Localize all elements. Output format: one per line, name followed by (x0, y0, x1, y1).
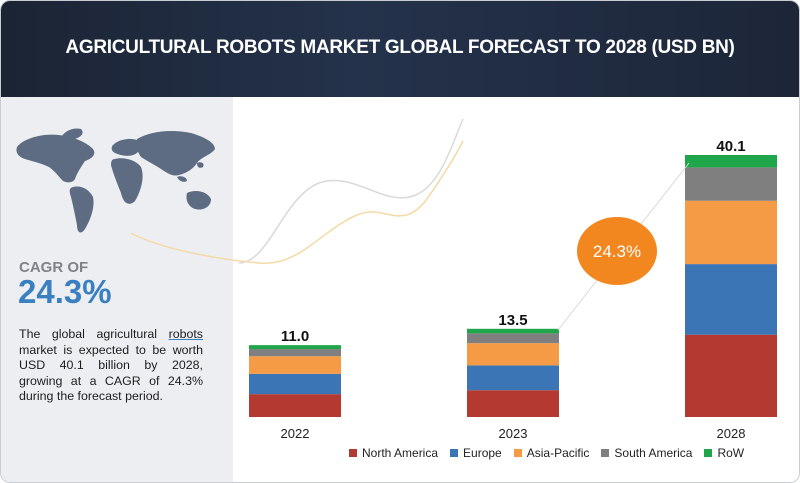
world-map-icon (16, 128, 215, 233)
bar-segment-north-america-2028 (685, 334, 777, 417)
description-part1: The global agricultural (19, 327, 169, 341)
legend-item-asia-pacific: Asia-Pacific (513, 446, 590, 460)
bar-segment-south-america-2022 (249, 349, 341, 357)
cagr-bubble (577, 217, 657, 285)
legend-item-north-america: North America (349, 446, 438, 460)
description-part2: market is expected to be worth USD 40.1 … (19, 342, 203, 404)
bar-segment-north-america-2023 (467, 390, 559, 417)
description-text: The global agricultural robots market is… (19, 327, 203, 405)
bar-segment-europe-2022 (249, 373, 341, 395)
total-label-2028: 40.1 (716, 138, 745, 155)
legend-swatch (601, 449, 610, 457)
decorative-gray-curve (238, 118, 464, 264)
bar-segment-row-2028 (685, 155, 777, 168)
legend-label: Asia-Pacific (526, 446, 590, 460)
legend-label: Europe (463, 446, 502, 460)
bar-segment-asia-pacific-2028 (685, 200, 777, 265)
cagr-bubble-label: 24.3% (593, 242, 641, 261)
legend-item-row: RoW (704, 446, 744, 460)
legend-label: South America (614, 446, 693, 460)
chart-title: AGRICULTURAL ROBOTS MARKET GLOBAL FORECA… (65, 37, 735, 58)
info-panel: CAGR OF 24.3% The global agricultural ro… (1, 97, 233, 482)
legend: North America Europe Asia-Pacific South … (349, 445, 744, 461)
legend-label: RoW (717, 446, 745, 460)
legend-swatch (349, 449, 357, 457)
decorative-orange-curve (130, 140, 464, 264)
bars-group: 11.0 13.5 40.1 (249, 138, 777, 417)
bar-segment-row-2022 (249, 345, 341, 350)
bar-segment-europe-2028 (685, 264, 777, 335)
legend-label: North America (362, 446, 439, 460)
cagr-label: CAGR OF (19, 259, 89, 276)
bar-segment-asia-pacific-2023 (467, 343, 559, 366)
legend-item-south-america: South America (601, 446, 692, 460)
x-tick-label-2028: 2028 (717, 426, 746, 441)
bar-segment-row-2023 (467, 328, 559, 334)
description-link: robots (168, 327, 203, 341)
x-tick-label-2023: 2023 (499, 426, 528, 441)
cagr-value: 24.3% (18, 273, 112, 310)
legend-item-europe: Europe (450, 446, 502, 460)
x-axis-labels: 2022 2023 2028 (281, 426, 746, 441)
bar-segment-south-america-2028 (685, 167, 777, 201)
bar-segment-north-america-2022 (249, 394, 341, 417)
total-label-2022: 11.0 (281, 328, 309, 345)
total-label-2023: 13.5 (498, 312, 527, 329)
legend-swatch (513, 449, 522, 457)
bar-segment-asia-pacific-2022 (249, 356, 341, 374)
x-tick-label-2022: 2022 (281, 426, 310, 441)
header-banner: AGRICULTURAL ROBOTS MARKET GLOBAL FORECA… (1, 1, 799, 97)
legend-swatch (450, 449, 459, 457)
bar-segment-europe-2023 (467, 365, 559, 391)
bar-segment-south-america-2023 (467, 333, 559, 344)
legend-swatch (704, 449, 713, 457)
